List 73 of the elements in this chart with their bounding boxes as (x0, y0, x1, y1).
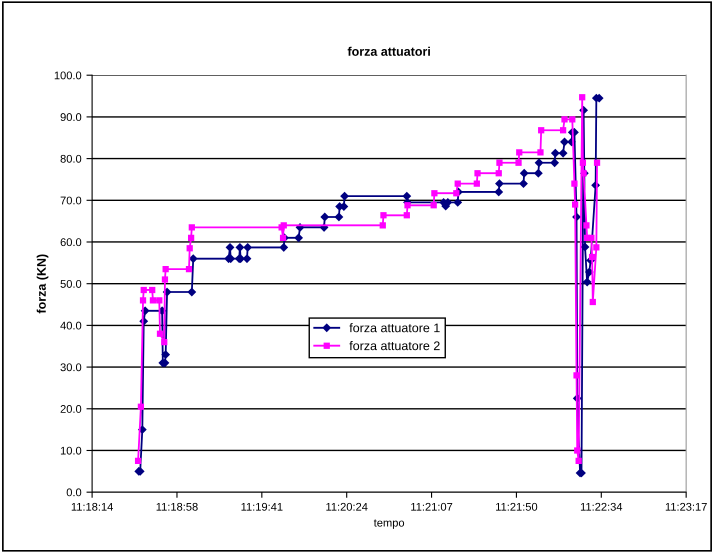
y-tick-label: 0.0 (66, 488, 82, 496)
y-tick-label: 30.0 (60, 363, 82, 372)
point (579, 94, 586, 100)
point (188, 224, 195, 231)
point (474, 170, 481, 176)
point (590, 298, 596, 306)
point (380, 222, 386, 228)
point (380, 212, 387, 218)
point (583, 222, 590, 228)
x-tick-label: 11:18:14 (72, 502, 113, 511)
x-tick-label: 11:21:07 (411, 502, 452, 511)
x-tick-label: 11:23:17 (666, 502, 707, 511)
point (561, 116, 568, 123)
point (571, 180, 578, 187)
point (140, 297, 146, 304)
point (156, 330, 164, 337)
point (572, 201, 578, 208)
point (496, 160, 503, 166)
point (161, 338, 168, 346)
point (430, 202, 437, 208)
y-tick-label: 10.0 (60, 446, 82, 455)
point (162, 276, 168, 283)
legend-label: forza attuatore 2 (349, 341, 440, 350)
x-tick-label: 11:20:24 (326, 502, 368, 511)
point (150, 297, 156, 304)
point (186, 266, 192, 272)
point (580, 160, 586, 166)
point (134, 458, 142, 464)
point (138, 404, 144, 410)
point (593, 244, 600, 251)
y-tick-label: 100.0 (54, 71, 82, 80)
point (594, 160, 600, 166)
point (431, 190, 438, 196)
y-tick-label: 60.0 (60, 238, 82, 246)
x-tick-label: 11:22:34 (580, 502, 622, 511)
point (573, 372, 580, 379)
point (453, 190, 460, 196)
y-tick-label: 40.0 (60, 322, 82, 330)
point (515, 160, 522, 166)
point (280, 234, 286, 241)
point (569, 116, 576, 123)
point (588, 254, 596, 260)
point (537, 149, 544, 156)
chart-title: forza attuatori (348, 46, 430, 56)
point (162, 266, 169, 272)
point (404, 212, 410, 218)
point (496, 170, 502, 176)
point (140, 286, 147, 294)
point (404, 202, 411, 208)
point (516, 149, 522, 156)
y-tick-label: 70.0 (60, 196, 82, 204)
y-tick-label: 20.0 (60, 405, 82, 413)
point (474, 180, 480, 187)
y-tick-label: 50.0 (60, 280, 82, 288)
point (560, 127, 566, 134)
y-tick-label: 90.0 (60, 113, 82, 122)
x-tick-label: 11:21:50 (496, 502, 538, 511)
point (156, 297, 162, 304)
point (538, 127, 544, 134)
point (149, 286, 156, 294)
point (588, 234, 595, 241)
x-axis-title: tempo (374, 519, 404, 529)
point (188, 234, 194, 241)
x-tick-label: 11:18:58 (156, 502, 198, 511)
y-axis-title: forza (KN) (36, 254, 48, 314)
x-tick-label: 11:19:41 (241, 502, 283, 511)
point (280, 222, 287, 228)
point (576, 458, 582, 464)
legend-label: forza attuatore 1 (349, 323, 440, 332)
point (574, 447, 580, 454)
point (186, 245, 193, 252)
y-tick-label: 80.0 (60, 154, 82, 163)
point (454, 180, 461, 187)
